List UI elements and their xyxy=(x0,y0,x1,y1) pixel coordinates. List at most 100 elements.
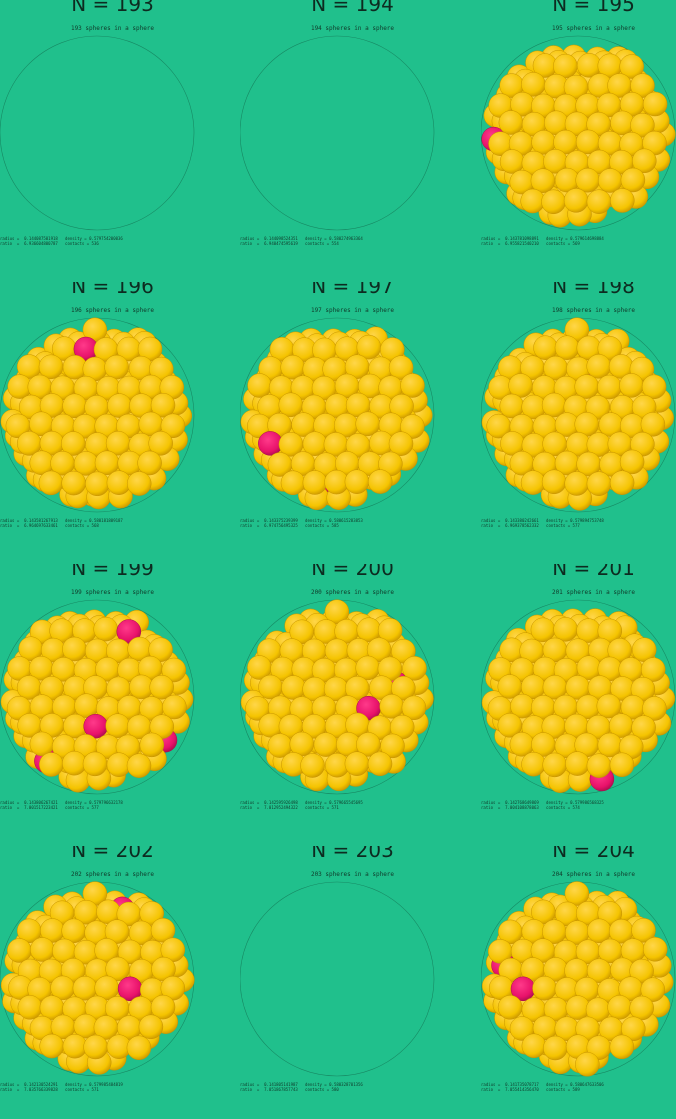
density-value: 0.579986568325 xyxy=(570,800,604,805)
sphere xyxy=(400,373,425,398)
radius-value: 0.144087501918 xyxy=(24,236,58,241)
sphere xyxy=(499,149,525,174)
sphere xyxy=(642,937,668,962)
density-value: 0.579985484819 xyxy=(89,1082,123,1087)
container-outline xyxy=(240,881,435,1077)
sphere xyxy=(82,751,108,777)
ratio-value: 6.969378562332 xyxy=(505,523,539,528)
sphere xyxy=(149,674,174,700)
sphere xyxy=(83,1034,108,1060)
sphere xyxy=(126,1035,152,1061)
panel-stats: radius = 0.143806267421 density = 0.5797… xyxy=(0,800,123,810)
panel-title: N = 201 xyxy=(552,564,635,580)
sphere xyxy=(597,374,622,400)
ratio-value: 7.012952494322 xyxy=(264,805,298,810)
density-value: 0.580647633506 xyxy=(570,1082,604,1087)
sphere xyxy=(7,938,32,963)
panel-grid: N = 193 193 spheres in a sphere radius = 0… xyxy=(0,0,676,1092)
sphere xyxy=(389,393,414,419)
packing-panel: N = 198 198 spheres in a sphere radius = 0… xyxy=(481,282,676,555)
radius-value: 0.144098524351 xyxy=(264,236,298,241)
packing-panel: N = 194 194 spheres in a sphere radius = 0… xyxy=(240,0,465,273)
panel-title: N = 204 xyxy=(552,846,635,862)
radius-value: 0.143581267913 xyxy=(24,518,58,523)
sphere xyxy=(641,374,667,400)
packing-panel: N = 197 197 spheres in a sphere radius = 0… xyxy=(240,282,465,555)
sphere xyxy=(126,471,152,496)
radius-value: 0.143806267421 xyxy=(24,800,58,805)
sphere xyxy=(367,751,393,777)
sphere xyxy=(104,919,130,944)
sphere xyxy=(541,469,567,495)
sphere xyxy=(391,675,416,701)
sphere xyxy=(609,1034,635,1060)
sphere xyxy=(367,469,393,494)
sphere xyxy=(607,995,632,1020)
sphere xyxy=(388,431,414,456)
sphere-packing-diagram xyxy=(0,35,195,231)
contacts-value: 571 xyxy=(331,805,339,810)
panel-stats: radius = 0.142768649869 density = 0.5799… xyxy=(481,800,604,810)
packing-panel: N = 204 204 spheres in a sphere radius = 0… xyxy=(481,846,676,1119)
sphere xyxy=(30,937,55,962)
sphere xyxy=(620,167,646,193)
sphere xyxy=(162,694,187,720)
sphere xyxy=(640,657,666,682)
panel-stats: radius = 0.143380242661 density = 0.5798… xyxy=(481,518,604,528)
sphere xyxy=(366,637,392,662)
radius-value: 0.143380242661 xyxy=(505,518,539,523)
sphere xyxy=(62,750,87,776)
radius-value: 0.142130524291 xyxy=(24,1082,58,1087)
sphere xyxy=(631,715,656,740)
sphere xyxy=(586,189,612,214)
panel-subtitle: 194 spheres in a sphere xyxy=(310,25,395,32)
sphere xyxy=(139,732,165,758)
sphere xyxy=(543,1035,568,1061)
ratio-value: 7.055414356470 xyxy=(505,1087,539,1092)
sphere xyxy=(300,753,325,778)
sphere xyxy=(629,958,654,984)
sphere xyxy=(85,471,110,497)
density-value: 0.579796632178 xyxy=(89,800,123,805)
sphere xyxy=(161,657,187,683)
panel-title: N = 193 xyxy=(71,0,154,16)
panel-title: N = 196 xyxy=(71,282,154,298)
sphere xyxy=(586,753,612,778)
sphere-packing-diagram xyxy=(0,317,195,513)
radius-value: 0.141805141987 xyxy=(264,1082,298,1087)
sphere xyxy=(521,1033,547,1059)
sphere xyxy=(541,189,566,215)
density-value: 0.580181809187 xyxy=(89,518,123,523)
sphere-packing-diagram xyxy=(240,35,435,231)
sphere-packing-diagram xyxy=(481,881,676,1077)
sphere xyxy=(630,73,655,98)
radius-value: 0.143781098891 xyxy=(505,236,539,241)
panel-title: N = 203 xyxy=(311,846,394,862)
panel-title: N = 199 xyxy=(71,564,154,580)
sphere xyxy=(377,618,403,643)
sphere xyxy=(258,674,283,700)
sphere-packing-diagram xyxy=(481,317,676,513)
panel-subtitle: 197 spheres in a sphere xyxy=(310,307,395,314)
sphere xyxy=(619,54,644,79)
sphere xyxy=(148,431,173,456)
sphere xyxy=(17,995,43,1020)
panel-stats: radius = 0.143781098891 density = 0.5796… xyxy=(481,236,604,246)
packing-panel: N = 203 203 spheres in a sphere radius = 0… xyxy=(240,846,465,1119)
panel-stats: radius = 0.144087501918 density = 0.5797… xyxy=(0,236,123,246)
ratio-value: 6.964697633461 xyxy=(24,523,58,528)
contacts-value: 554 xyxy=(331,241,339,246)
sphere xyxy=(61,470,86,496)
panel-subtitle: 198 spheres in a sphere xyxy=(551,307,636,314)
ratio-value: 6.955821540210 xyxy=(505,241,539,246)
sphere xyxy=(401,695,427,721)
sphere xyxy=(148,637,173,662)
panel-subtitle: 203 spheres in a sphere xyxy=(310,871,395,878)
panel-title: N = 200 xyxy=(311,564,394,580)
sphere xyxy=(281,675,306,700)
sphere xyxy=(564,881,590,906)
panel-title: N = 202 xyxy=(71,846,154,862)
container-outline xyxy=(240,317,435,513)
sphere xyxy=(609,752,635,778)
packing-panel: N = 201 201 spheres in a sphere radius = 0… xyxy=(481,564,676,837)
